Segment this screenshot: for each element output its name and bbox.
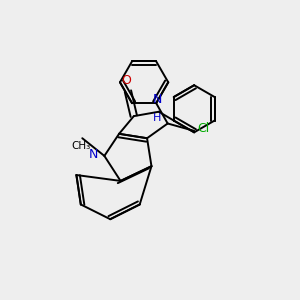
- Text: O: O: [122, 74, 131, 87]
- Text: N: N: [153, 93, 162, 106]
- Text: CH₃: CH₃: [71, 141, 90, 151]
- Text: H: H: [153, 113, 161, 123]
- Text: N: N: [88, 148, 98, 161]
- Text: Cl: Cl: [198, 122, 210, 135]
